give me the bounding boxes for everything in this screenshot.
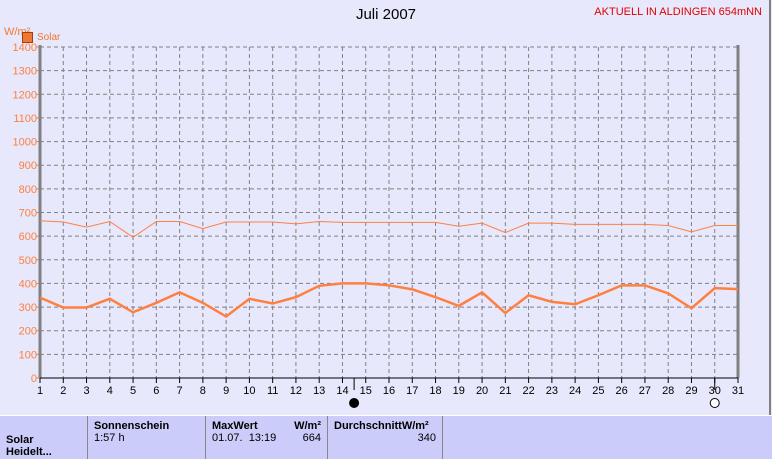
y-tick-label: 1200 — [13, 89, 37, 101]
series-line-average — [39, 282, 739, 319]
x-tick-label: 9 — [223, 385, 229, 397]
x-tick-label: 12 — [290, 385, 302, 397]
y-tick-label: 700 — [19, 208, 37, 220]
x-tick-label: 5 — [130, 385, 136, 397]
x-tick-label: 19 — [453, 385, 465, 397]
x-tick-label: 1 — [37, 385, 43, 397]
y-tick-label: 1300 — [13, 66, 37, 78]
x-tick-label: 30 — [709, 385, 721, 397]
chart: 0 100 200 300 400 500 600 700 800 900 1000 1100 1200… — [13, 0, 771, 415]
x-tick-label: 6 — [153, 385, 159, 397]
summary-table: Solar Heidelt... Sonnenschein 1:57 h MaxW… — [0, 415, 772, 459]
y-tick-label: 400 — [19, 278, 37, 290]
row-label-2: Heidelt... — [6, 446, 52, 458]
x-tick-label: 13 — [313, 385, 325, 397]
x-tick-label: 4 — [107, 385, 113, 397]
max-unit: W/m² — [294, 420, 321, 432]
y-tick-label: 1000 — [13, 137, 37, 149]
x-tick-label: 18 — [429, 385, 441, 397]
location-label: AKTUELL IN ALDINGEN 654mNN — [594, 6, 762, 18]
sun-header: Sonnenschein — [94, 420, 170, 432]
legend-swatch — [22, 32, 33, 43]
x-tick-label: 8 — [200, 385, 206, 397]
y-tick-label: 1100 — [13, 113, 37, 125]
x-tick-label: 16 — [383, 385, 395, 397]
x-tick-label: 15 — [360, 385, 372, 397]
y-tick-label: 900 — [19, 160, 37, 172]
avg-value: 340 — [417, 432, 436, 444]
x-tick-label: 11 — [267, 385, 278, 397]
x-tick-label: 2 — [60, 385, 66, 397]
x-tick-label: 27 — [639, 385, 651, 397]
avg-header: DurchschnittW/m² — [334, 420, 429, 432]
x-tick-label: 20 — [476, 385, 488, 397]
x-tick-label: 21 — [499, 385, 511, 397]
x-tick-label: 10 — [243, 385, 255, 397]
x-tick-label: 24 — [569, 385, 581, 397]
x-tick-label: 23 — [546, 385, 558, 397]
max-header: MaxWert — [212, 420, 258, 432]
row-label: Solar — [6, 434, 34, 446]
x-tick-label: 31 — [732, 385, 744, 397]
x-tick-label: 22 — [522, 385, 534, 397]
y-tick-label: 800 — [19, 184, 37, 196]
x-tick-label: 17 — [406, 385, 418, 397]
legend: Solar — [22, 32, 60, 43]
max-date: 01.07. 13:19 — [212, 432, 277, 444]
y-tick-label: 500 — [19, 255, 37, 267]
x-tick-label: 14 — [336, 385, 348, 397]
y-tick-label: 300 — [19, 302, 37, 314]
moon-full-icon — [349, 398, 360, 408]
max-value: 664 — [302, 432, 321, 444]
legend-label: Solar — [37, 32, 61, 43]
sun-value: 1:57 h — [94, 432, 125, 444]
y-tick-label: 100 — [19, 349, 37, 361]
series-line-max — [39, 220, 738, 238]
x-tick-label: 7 — [177, 385, 183, 397]
x-tick-label: 25 — [592, 385, 604, 397]
x-tick-label: 29 — [685, 385, 697, 397]
x-tick-label: 3 — [83, 385, 89, 397]
x-tick-label: 26 — [616, 385, 628, 397]
y-tick-label: 1400 — [13, 42, 37, 54]
y-tick-label: 0 — [31, 373, 37, 385]
y-tick-label: 200 — [19, 326, 37, 338]
x-tick-label: 28 — [662, 385, 674, 397]
chart-title: Juli 2007 — [355, 6, 417, 23]
y-tick-label: 600 — [19, 231, 37, 243]
moon-new-icon — [709, 398, 720, 408]
